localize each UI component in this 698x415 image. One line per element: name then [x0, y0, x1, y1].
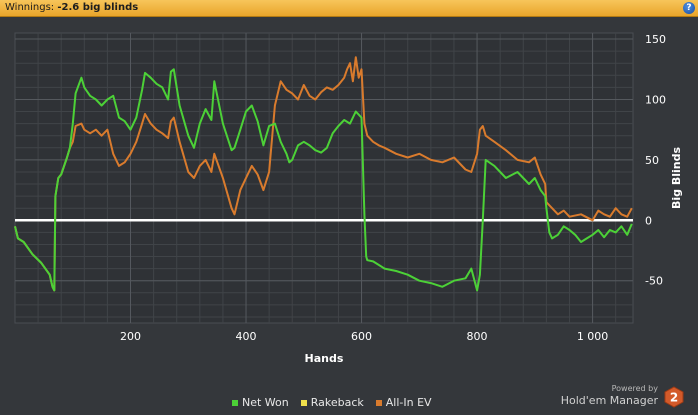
brand-logo-area: Powered by Hold'em Manager 2	[538, 384, 688, 410]
winnings-summary: Winnings: -2.6 big blinds	[5, 2, 138, 13]
x-tick-label: 1 000	[577, 330, 609, 343]
legend-label: Net Won	[242, 396, 289, 409]
x-axis-label: Hands	[305, 352, 344, 365]
y-tick-label: -50	[645, 275, 663, 288]
legend-item-all-in-ev[interactable]: All-In EV	[375, 396, 432, 409]
y-tick-label: 100	[645, 93, 666, 106]
legend-item-net-won[interactable]: Net Won	[232, 396, 289, 409]
series-line-net-won	[14, 68, 633, 292]
x-tick-label: 600	[351, 330, 372, 343]
help-icon[interactable]: ?	[683, 2, 695, 14]
legend-swatch	[375, 399, 382, 406]
legend-swatch	[232, 399, 238, 406]
logo-number: 2	[670, 391, 678, 405]
y-tick-label: 0	[645, 214, 652, 227]
header-bar: Winnings: -2.6 big blinds ?	[0, 0, 698, 17]
winnings-label: Winnings:	[5, 2, 55, 13]
legend-label: All-In EV	[385, 396, 432, 409]
legend-item-rakeback[interactable]: Rakeback	[300, 396, 364, 409]
y-tick-label: 50	[645, 154, 659, 167]
legend-swatch	[300, 399, 307, 406]
winnings-value: -2.6 big blinds	[57, 2, 139, 13]
plot-area	[14, 32, 634, 324]
x-tick-label: 200	[120, 330, 141, 343]
chart-legend: Net Won Rakeback All-In EV	[232, 396, 432, 409]
y-axis-label: Big Blinds	[670, 147, 683, 209]
powered-by-text: Powered by	[611, 384, 658, 393]
x-tick-label: 400	[236, 330, 257, 343]
y-tick-label: 150	[645, 33, 666, 46]
legend-label: Rakeback	[310, 396, 364, 409]
hm2-logo-icon: 2	[664, 386, 684, 408]
series-line-all-in-ev	[14, 56, 633, 292]
x-tick-label: 800	[467, 330, 488, 343]
brand-name: Hold'em Manager	[560, 394, 658, 407]
